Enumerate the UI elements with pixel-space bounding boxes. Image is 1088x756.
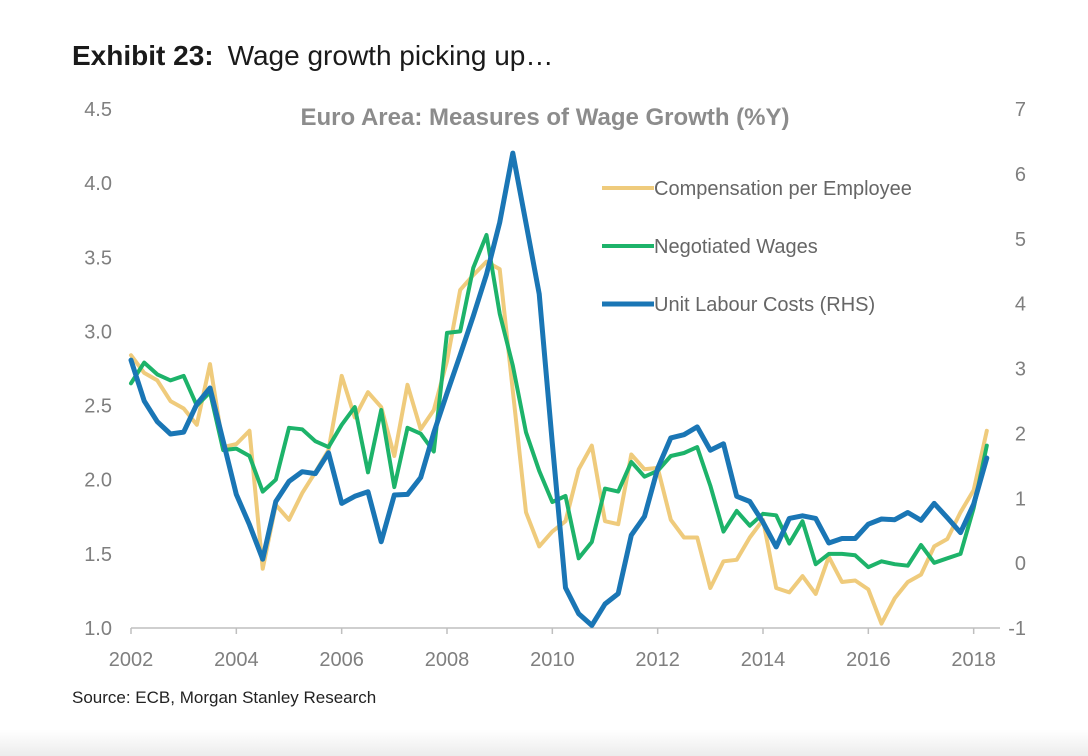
x-tick-label: 2004 (214, 649, 259, 671)
x-tick-label: 2014 (741, 649, 786, 671)
series-lines (128, 150, 990, 628)
y-tick-label: 3.0 (84, 321, 112, 343)
bottom-band (0, 730, 1088, 756)
y2-tick-label: 6 (1015, 164, 1026, 186)
left-y-axis: 1.0 1.5 2.0 2.5 3.0 3.5 4.0 4.5 (84, 99, 112, 640)
x-tick-label: 2012 (635, 649, 680, 671)
exhibit-label: Exhibit 23: (72, 40, 214, 71)
y-tick-label: 1.0 (84, 618, 112, 640)
x-axis: 2002 2004 2006 2008 2010 2012 2014 2016 2018 (109, 628, 996, 671)
y-tick-label: 3.5 (84, 247, 112, 269)
x-tick-label: 2018 (951, 649, 996, 671)
exhibit-heading: Exhibit 23: Wage growth picking up… (72, 40, 553, 72)
series-line-3 (128, 150, 990, 628)
y-tick-label: 4.0 (84, 173, 112, 195)
x-tick-label: 2016 (846, 649, 891, 671)
legend-label: Unit Labour Costs (RHS) (654, 294, 875, 316)
x-tick-label: 2006 (319, 649, 364, 671)
x-tick-label: 2008 (425, 649, 470, 671)
y-tick-label: 4.5 (84, 99, 112, 121)
legend: Compensation per Employee Negotiated Wage… (602, 178, 912, 316)
y2-tick-label: 0 (1015, 553, 1026, 575)
y-tick-label: 2.0 (84, 470, 112, 492)
y-tick-label: 1.5 (84, 544, 112, 566)
legend-label: Compensation per Employee (654, 178, 912, 200)
y2-tick-label: -1 (1008, 618, 1026, 640)
chart-title: Euro Area: Measures of Wage Growth (%Y) (301, 104, 790, 131)
source-note: Source: ECB, Morgan Stanley Research (72, 688, 377, 707)
y2-tick-label: 7 (1015, 99, 1026, 121)
right-y-axis: -1 0 1 2 3 4 5 6 7 (1008, 99, 1026, 640)
x-tick-label: 2010 (530, 649, 575, 671)
exhibit-caption: Wage growth picking up… (227, 40, 554, 71)
y2-tick-label: 1 (1015, 488, 1026, 510)
y2-tick-label: 5 (1015, 229, 1026, 251)
x-tick-label: 2002 (109, 649, 154, 671)
y-tick-label: 2.5 (84, 396, 112, 418)
y2-tick-label: 3 (1015, 359, 1026, 381)
y2-tick-label: 4 (1015, 294, 1026, 316)
y2-tick-label: 2 (1015, 423, 1026, 445)
legend-label: Negotiated Wages (654, 236, 818, 258)
